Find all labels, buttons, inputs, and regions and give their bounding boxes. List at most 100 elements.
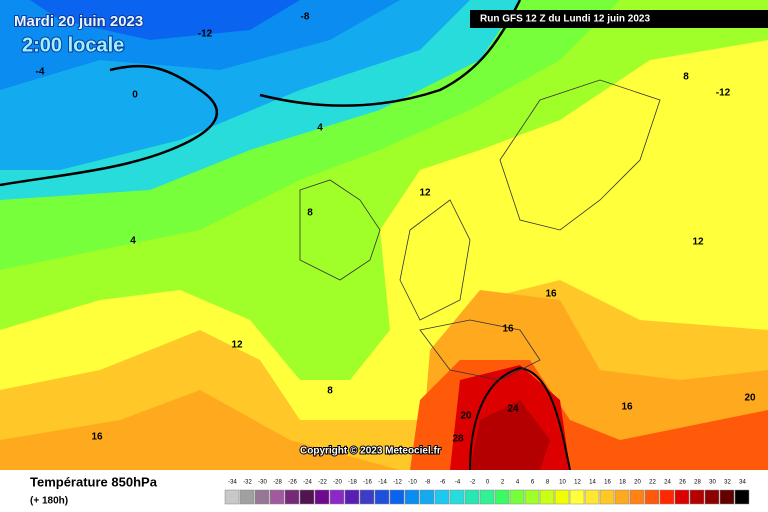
legend-swatch	[689, 489, 705, 505]
forecast-time: 2:00 locale	[22, 34, 124, 56]
legend-swatch	[494, 489, 510, 505]
legend-swatch	[644, 489, 660, 505]
legend-swatch	[269, 489, 285, 505]
contour-label: 0	[132, 90, 138, 101]
legend-swatch	[419, 489, 435, 505]
legend-label: 8	[546, 480, 550, 486]
legend-swatch	[734, 489, 750, 505]
legend-label: -2	[470, 480, 476, 486]
legend-swatch	[599, 489, 615, 505]
legend-label: 30	[709, 480, 716, 486]
legend-swatch	[659, 489, 675, 505]
contour-label: -8	[301, 12, 310, 23]
legend-label: 32	[724, 480, 731, 486]
legend-swatch	[464, 489, 480, 505]
contour-label: 12	[231, 340, 243, 351]
legend-label: -28	[273, 480, 282, 486]
legend-swatch	[509, 489, 525, 505]
contour-label: 24	[507, 404, 519, 415]
legend-label: -24	[303, 480, 312, 486]
legend-label: -12	[393, 480, 402, 486]
contour-label: 16	[621, 402, 633, 413]
zero-isotherm	[0, 0, 522, 187]
forecast-date: Mardi 20 juin 2023	[14, 13, 143, 30]
legend-swatch	[389, 489, 405, 505]
run-box	[470, 10, 768, 28]
legend-swatch	[479, 489, 495, 505]
footer-title: Température 850hPa	[30, 474, 158, 489]
map: -12 -8 -4 0 4 8 12 12 16 16 20 24 28 16 12 8 -12 4 8 16 20 R…	[0, 0, 768, 471]
contour-label: 8	[307, 208, 313, 219]
legend-swatch	[449, 489, 465, 505]
contour-label: -12	[198, 29, 213, 40]
legend-swatch	[719, 489, 735, 505]
legend-label: -34	[228, 480, 237, 486]
legend-label: 0	[486, 480, 490, 486]
legend-swatch	[374, 489, 390, 505]
legend-label: -26	[288, 480, 297, 486]
contour-labels: -12 -8 -4 0 4 8 12 12 16 16 20 24 28 16 12 8 -12 4 8 16 20	[36, 12, 756, 445]
temp-zone	[30, 0, 300, 40]
legend-swatch	[254, 489, 270, 505]
legend-label: -16	[363, 480, 372, 486]
legend-swatch	[614, 489, 630, 505]
legend-swatch	[329, 489, 345, 505]
legend-label: 24	[664, 480, 671, 486]
legend-swatch	[224, 489, 240, 505]
legend-swatch	[539, 489, 555, 505]
copyright: Copyright © 2023 Meteociel.fr	[300, 446, 441, 457]
contour-label: -12	[716, 88, 731, 99]
contour-label: 4	[317, 123, 323, 134]
legend-label: 4	[516, 480, 520, 486]
legend-swatch	[584, 489, 600, 505]
legend-swatch	[674, 489, 690, 505]
temp-zone	[470, 400, 550, 470]
legend-label: 22	[649, 480, 656, 486]
legend-label: -4	[455, 480, 461, 486]
legend-swatch	[239, 489, 255, 505]
legend-swatch	[344, 489, 360, 505]
legend-swatch	[314, 489, 330, 505]
contour-label: 4	[130, 236, 136, 247]
legend-label: -8	[425, 480, 431, 486]
contour-label: 8	[327, 386, 333, 397]
legend-label: 6	[531, 480, 535, 486]
legend-label: -18	[348, 480, 357, 486]
run-info: Run GFS 12 Z du Lundi 12 juin 2023	[480, 14, 650, 25]
legend-swatch	[629, 489, 645, 505]
legend-swatch	[299, 489, 315, 505]
legend-swatch	[284, 489, 300, 505]
legend-label: 2	[501, 480, 505, 486]
legend-label: 20	[634, 480, 641, 486]
contour-label: 12	[419, 188, 431, 199]
contour-label: 16	[502, 324, 514, 335]
legend-label: -30	[258, 480, 267, 486]
legend-swatch	[569, 489, 585, 505]
legend-label: 18	[619, 480, 626, 486]
legend-label: 14	[589, 480, 596, 486]
legend-swatch	[404, 489, 420, 505]
coastline	[299, 79, 661, 381]
legend-label: -14	[378, 480, 387, 486]
legend-swatch	[704, 489, 720, 505]
contour-label: 20	[744, 393, 756, 404]
legend-swatch	[359, 489, 375, 505]
contour-label: 16	[545, 289, 557, 300]
color-scale: -34 -32 -30 -28 -26 -24 -22 -20 -18 -16 -14 -12 -10-…	[224, 480, 750, 505]
legend-label: 12	[574, 480, 581, 486]
isotherm	[469, 366, 571, 471]
legend-label: -22	[318, 480, 327, 486]
legend-swatch	[434, 489, 450, 505]
footer-lead: (+ 180h)	[30, 496, 68, 507]
contour-label: 16	[91, 432, 103, 443]
contour-label: 8	[683, 72, 689, 83]
legend-label: 10	[559, 480, 566, 486]
legend-label: -32	[243, 480, 252, 486]
contour-label: 20	[460, 411, 472, 422]
legend-label: 16	[604, 480, 611, 486]
legend-label: -6	[440, 480, 446, 486]
contour-label: -4	[36, 67, 45, 78]
legend-label: -20	[333, 480, 342, 486]
temp-zone	[0, 390, 400, 470]
